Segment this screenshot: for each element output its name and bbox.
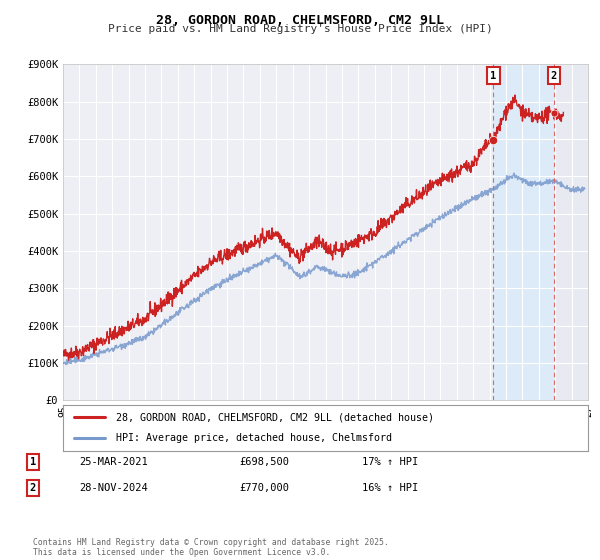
Bar <box>554 64 588 400</box>
Text: 2: 2 <box>30 483 36 493</box>
Text: 1: 1 <box>30 457 36 467</box>
Text: 28, GORDON ROAD, CHELMSFORD, CM2 9LL (detached house): 28, GORDON ROAD, CHELMSFORD, CM2 9LL (de… <box>115 412 433 422</box>
Text: 25-MAR-2021: 25-MAR-2021 <box>80 457 148 467</box>
Text: 2: 2 <box>551 71 557 81</box>
Text: HPI: Average price, detached house, Chelmsford: HPI: Average price, detached house, Chel… <box>115 433 392 444</box>
Text: £770,000: £770,000 <box>239 483 289 493</box>
Text: 28-NOV-2024: 28-NOV-2024 <box>80 483 148 493</box>
Text: 28, GORDON ROAD, CHELMSFORD, CM2 9LL: 28, GORDON ROAD, CHELMSFORD, CM2 9LL <box>156 14 444 27</box>
Bar <box>493 64 554 400</box>
Text: 16% ↑ HPI: 16% ↑ HPI <box>362 483 418 493</box>
Text: Contains HM Land Registry data © Crown copyright and database right 2025.
This d: Contains HM Land Registry data © Crown c… <box>33 538 389 557</box>
Text: Price paid vs. HM Land Registry's House Price Index (HPI): Price paid vs. HM Land Registry's House … <box>107 24 493 34</box>
Text: £698,500: £698,500 <box>239 457 289 467</box>
Text: 17% ↑ HPI: 17% ↑ HPI <box>362 457 418 467</box>
Text: 1: 1 <box>490 71 496 81</box>
